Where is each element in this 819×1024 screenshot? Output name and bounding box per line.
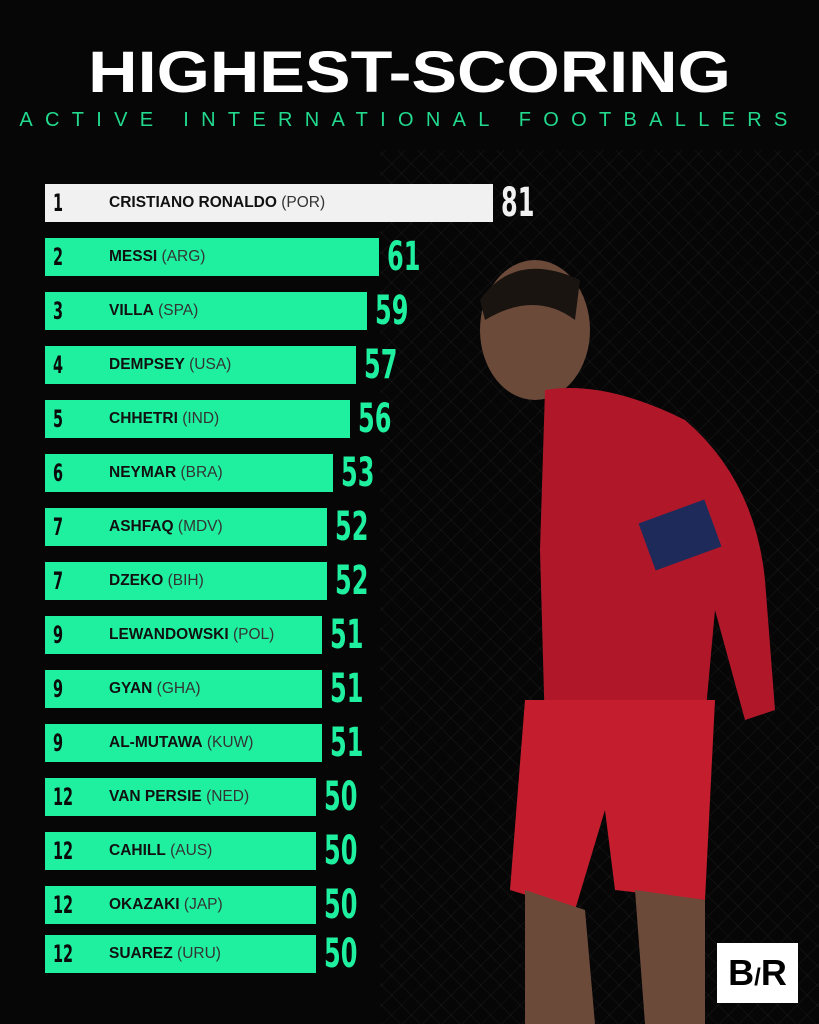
player-hair (480, 268, 580, 320)
rank-label: 9 (53, 675, 64, 703)
player-label: DEMPSEY (USA) (109, 346, 231, 384)
value-label: 51 (330, 612, 364, 658)
bar: 12 OKAZAKI (JAP) (45, 886, 316, 924)
player-name: ASHFAQ (109, 518, 174, 535)
rank-label: 12 (53, 891, 74, 919)
player-name: NEYMAR (109, 464, 177, 481)
value-label: 52 (335, 504, 369, 550)
bar: 9 AL-MUTAWA (KUW) (45, 724, 322, 762)
player-label: AL-MUTAWA (KUW) (109, 724, 253, 762)
value-label: 50 (324, 882, 358, 928)
bar: 9 LEWANDOWSKI (POL) (45, 616, 322, 654)
player-photo (480, 260, 775, 1024)
player-name: MESSI (109, 248, 158, 265)
player-country: (USA) (189, 356, 232, 373)
player-country: (BRA) (180, 464, 223, 481)
page-subtitle: ACTIVE INTERNATIONAL FOOTBALLERS (19, 109, 800, 131)
player-name: VILLA (109, 302, 154, 319)
player-label: CHHETRI (IND) (109, 400, 219, 438)
player-country: (KUW) (206, 734, 254, 751)
br-logo: B/R (717, 943, 798, 1003)
value-label: 52 (335, 558, 369, 604)
value-label: 50 (324, 774, 358, 820)
bar: 4 DEMPSEY (USA) (45, 346, 356, 384)
bar: 12 CAHILL (AUS) (45, 832, 316, 870)
player-name: CRISTIANO RONALDO (109, 194, 277, 211)
player-country: (BIH) (167, 572, 204, 589)
value-label: 61 (387, 234, 421, 280)
rank-label: 4 (53, 351, 64, 379)
player-country: (POL) (233, 626, 275, 643)
player-name: VAN PERSIE (109, 788, 202, 805)
player-name: SUAREZ (109, 945, 173, 962)
player-label: NEYMAR (BRA) (109, 454, 223, 492)
player-country: (ARG) (161, 248, 206, 265)
rank-label: 6 (53, 459, 64, 487)
bar: 2 MESSI (ARG) (45, 238, 379, 276)
page-title: HIGHEST-SCORING (88, 40, 731, 105)
player-country: (POR) (281, 194, 326, 211)
bar: 5 CHHETRI (IND) (45, 400, 350, 438)
value-label: 50 (324, 931, 358, 977)
value-label: 51 (330, 666, 364, 712)
player-label: VILLA (SPA) (109, 292, 198, 330)
bar: 9 GYAN (GHA) (45, 670, 322, 708)
bar: 6 NEYMAR (BRA) (45, 454, 333, 492)
value-label: 53 (341, 450, 375, 496)
rank-label: 12 (53, 940, 74, 968)
player-name: DZEKO (109, 572, 164, 589)
player-label: MESSI (ARG) (109, 238, 205, 276)
bar: 7 DZEKO (BIH) (45, 562, 327, 600)
player-country: (MDV) (177, 518, 223, 535)
player-label: GYAN (GHA) (109, 670, 201, 708)
rank-label: 12 (53, 783, 74, 811)
player-country: (NED) (206, 788, 250, 805)
player-name: CHHETRI (109, 410, 178, 427)
player-country: (GHA) (156, 680, 201, 697)
player-name: CAHILL (109, 842, 166, 859)
rank-label: 7 (53, 567, 64, 595)
rank-label: 1 (53, 189, 64, 217)
value-label: 51 (330, 720, 364, 766)
player-label: CRISTIANO RONALDO (POR) (109, 184, 325, 222)
player-label: CAHILL (AUS) (109, 832, 212, 870)
rank-label: 9 (53, 621, 64, 649)
player-country: (IND) (182, 410, 220, 427)
value-label: 81 (501, 180, 535, 226)
player-label: LEWANDOWSKI (POL) (109, 616, 274, 654)
bar: 12 SUAREZ (URU) (45, 935, 316, 973)
player-country: (SPA) (158, 302, 199, 319)
rank-label: 3 (53, 297, 64, 325)
player-name: AL-MUTAWA (109, 734, 203, 751)
player-legs (525, 890, 705, 1024)
player-country: (AUS) (170, 842, 213, 859)
bar: 3 VILLA (SPA) (45, 292, 367, 330)
rank-label: 2 (53, 243, 64, 271)
player-label: VAN PERSIE (NED) (109, 778, 249, 816)
player-label: ASHFAQ (MDV) (109, 508, 223, 546)
player-label: OKAZAKI (JAP) (109, 886, 223, 924)
player-label: DZEKO (BIH) (109, 562, 204, 600)
bar: 12 VAN PERSIE (NED) (45, 778, 316, 816)
player-country: (URU) (177, 945, 221, 962)
player-country: (JAP) (183, 896, 223, 913)
rank-label: 7 (53, 513, 64, 541)
player-name: GYAN (109, 680, 153, 697)
value-label: 56 (358, 396, 392, 442)
rank-label: 5 (53, 405, 64, 433)
bar: 7 ASHFAQ (MDV) (45, 508, 327, 546)
player-name: LEWANDOWSKI (109, 626, 229, 643)
captain-armband (638, 499, 722, 571)
bar: 1 CRISTIANO RONALDO (POR) (45, 184, 493, 222)
rank-label: 9 (53, 729, 64, 757)
value-label: 59 (375, 288, 409, 334)
value-label: 57 (364, 342, 398, 388)
player-label: SUAREZ (URU) (109, 935, 221, 973)
player-name: DEMPSEY (109, 356, 185, 373)
value-label: 50 (324, 828, 358, 874)
player-name: OKAZAKI (109, 896, 180, 913)
player-shorts (510, 700, 715, 910)
rank-label: 12 (53, 837, 74, 865)
